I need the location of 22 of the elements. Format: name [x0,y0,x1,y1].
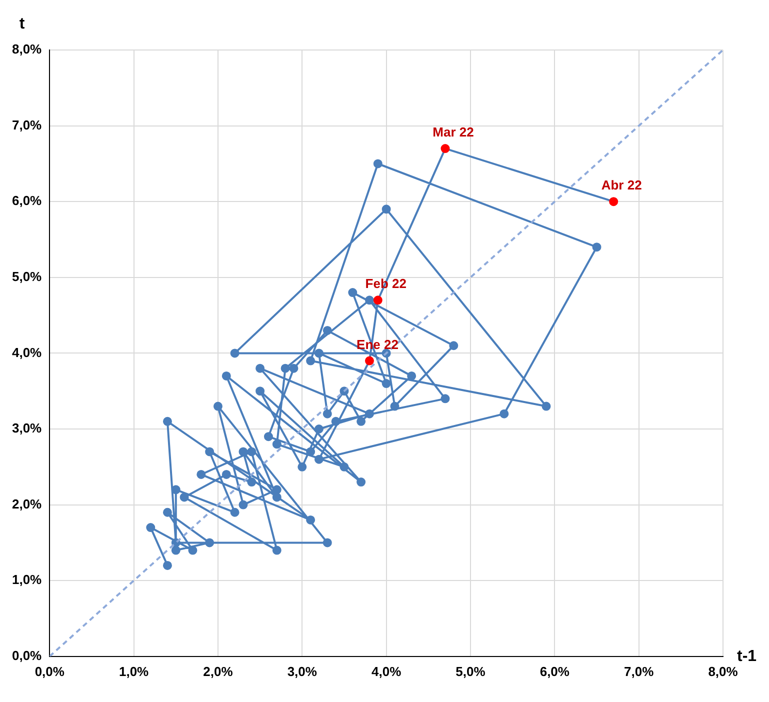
y-tick-label: 5,0% [12,268,42,284]
x-axis-title: t-1 [737,648,757,665]
y-axis-title: t [19,15,26,32]
y-tick-label: 1,0% [12,572,42,588]
y-tick-label: 2,0% [12,496,42,512]
x-tick-label: 8,0% [708,664,738,679]
y-tick-label: 7,0% [12,117,42,132]
y-tick-label: 8,0% [12,42,42,57]
y-tick-label: 3,0% [12,420,42,436]
x-tick-label: 3,0% [287,664,318,679]
x-tick-label: 4,0% [371,664,402,679]
x-tick-label: 7,0% [624,664,654,679]
annotation: Mar 22 [432,124,474,140]
y-tick-label: 0,0% [12,648,42,663]
y-tick-label: 4,0% [12,344,42,360]
x-tick-label: 5,0% [456,664,486,679]
x-tick-label: 2,0% [203,664,234,679]
x-tick-label: 6,0% [540,664,570,679]
annotation: Abr 22 [601,178,642,193]
y-tick-label: 6,0% [12,193,42,208]
x-tick-label: 0,0% [34,664,65,679]
x-tick-label: 1,0% [118,664,150,679]
